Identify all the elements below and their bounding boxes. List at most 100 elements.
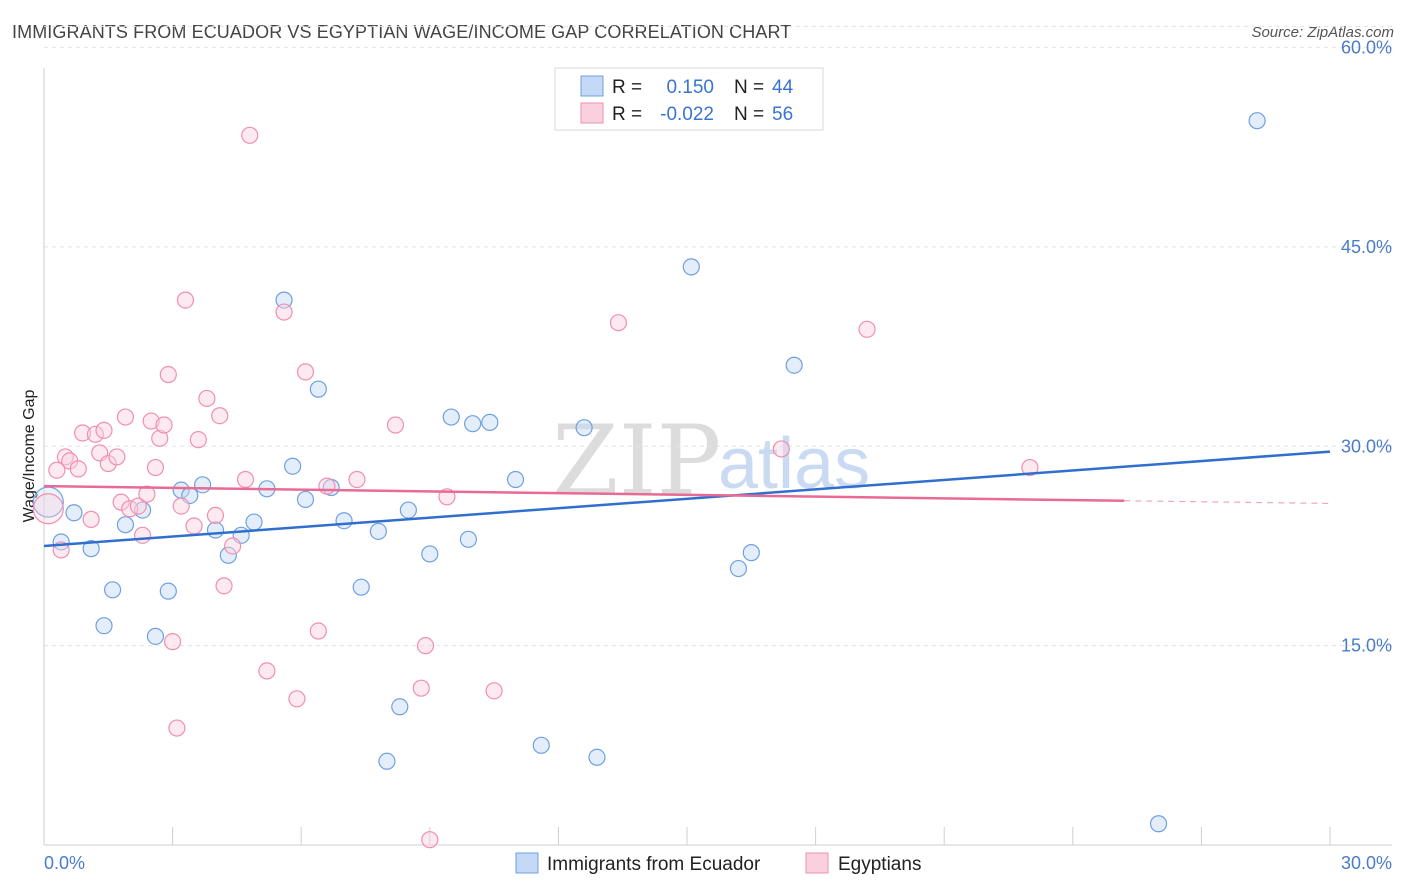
legend-swatch-ecuador [580,75,604,97]
egyptians-point [858,320,876,338]
egyptians-point [48,461,66,479]
egyptians-point [412,679,430,697]
x-tick-label-max: 30.0% [1341,853,1392,873]
egyptians-point [86,425,105,443]
egyptians-point [1021,458,1039,477]
egyptians-point [133,526,152,544]
legend-r-value-egyptians: -0.022 [660,104,714,125]
correlation-legend: R = 0.150 N = 44 R = -0.022 N = 56 [554,67,824,131]
legend-r-label-ecuador: R = [612,77,642,98]
egyptians-point [142,412,160,430]
egyptians-point [151,429,169,447]
bottom-legend-swatch-egyptians [805,852,829,874]
egyptians-point [258,662,276,680]
egyptians-point [185,517,203,535]
ecuador-point [219,546,237,564]
egyptians-point [416,637,435,655]
egyptians-point [138,485,156,503]
ecuador-point [206,521,225,539]
egyptians-point [198,389,216,408]
egyptians-point [224,537,242,555]
egyptians-point [146,458,165,477]
ecuador-point [421,545,439,563]
egyptians-point [155,416,173,434]
y-tick-label: 60.0% [1341,38,1392,58]
egyptians-point [108,448,126,466]
watermark-zip: ZIP [552,405,721,517]
ecuador-point [146,627,165,645]
ecuador-point [575,419,593,437]
egyptians-point [296,363,315,381]
x-axis-ticks [43,827,1331,845]
egyptians-point [168,719,186,737]
legend-n-value-egyptians: 56 [772,104,793,125]
egyptians-point [129,497,147,515]
egyptians-point [421,831,439,849]
ecuador-point [116,516,135,534]
ecuador-point [82,540,100,558]
egyptians-point [215,577,233,595]
ecuador-point [284,457,302,475]
ecuador-point [682,258,700,276]
legend-swatch-egyptians [580,102,604,124]
ecuador-point [506,470,525,489]
y-axis-tick-labels: 15.0% 30.0% 45.0% 60.0% [1341,38,1392,656]
egyptians-point [159,365,177,384]
legend-n-label-egyptians: N = [734,104,764,125]
egyptians-point [236,470,255,489]
ecuador-point [335,512,353,530]
y-tick-label: 15.0% [1341,636,1392,656]
ecuador-point [95,617,113,635]
ecuador-point [296,490,315,509]
ecuador-point [369,522,387,540]
ecuador-point [378,752,396,770]
egyptians-point [772,440,790,458]
egyptians-point [82,510,100,528]
egyptians-point [241,126,259,144]
y-axis-label: Wage/Income Gap [21,390,38,523]
egyptians-point [172,497,190,515]
ecuador-point [464,415,482,433]
legend-r-label-egyptians: R = [612,104,642,125]
series-egyptians [32,126,1039,849]
ecuador-point [65,504,83,522]
ecuador-point [245,513,263,531]
ecuador-point [729,559,748,578]
egyptians-point [318,477,336,495]
egyptians-point [485,682,503,700]
egyptians-point [206,506,225,525]
legend-n-label-ecuador: N = [734,77,764,98]
egyptians-point [116,408,135,426]
egyptians-point [189,431,207,449]
ecuador-point [399,501,417,519]
ecuador-point [391,698,409,716]
y-tick-label: 45.0% [1341,237,1392,257]
x-tick-label-min: 0.0% [44,853,85,873]
legend-n-value-ecuador: 44 [772,77,794,98]
ecuador-point [309,380,327,398]
trend-line-egyptians-extension [1124,500,1331,505]
egyptians-point [309,622,327,640]
ecuador-point [194,476,212,494]
trend-line-ecuador [43,450,1331,548]
ecuador-point [742,544,760,562]
egyptians-point [73,424,92,442]
y-tick-label: 30.0% [1341,436,1392,456]
ecuador-point [588,748,606,766]
chart-title: IMMIGRANTS FROM ECUADOR VS EGYPTIAN WAGE… [12,22,792,42]
ecuador-point [275,291,293,309]
ecuador-point [532,736,550,754]
ecuador-point [481,413,499,431]
egyptians-point [112,493,130,511]
trend-line-egyptians [43,484,1125,503]
bottom-legend-label-egyptians: Egyptians [838,854,921,875]
egyptians-point [95,421,113,439]
egyptians-point [164,633,182,651]
egyptians-point [288,690,306,708]
ecuador-point [442,408,460,426]
bottom-legend-swatch-ecuador [515,852,539,874]
egyptians-point [386,416,405,434]
ecuador-point [785,356,803,374]
egyptians-point [99,454,117,473]
